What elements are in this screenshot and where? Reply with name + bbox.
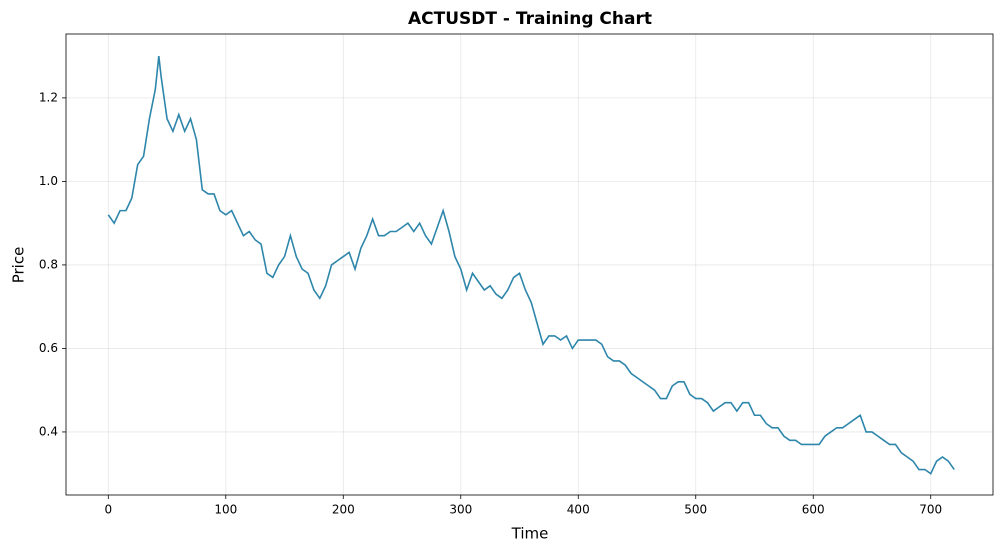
- y-tick-label: 1.0: [39, 174, 58, 188]
- x-tick-label: 200: [332, 503, 355, 517]
- x-tick-label: 300: [449, 503, 472, 517]
- x-tick-label: 700: [919, 503, 942, 517]
- x-tick-label: 400: [567, 503, 590, 517]
- chart-title: ACTUSDT - Training Chart: [408, 9, 652, 29]
- x-axis-label: Time: [511, 525, 549, 543]
- x-tick-label: 100: [214, 503, 237, 517]
- plot-frame: [65, 33, 994, 496]
- y-tick-label: 1.2: [39, 90, 58, 104]
- price-line: [107, 56, 955, 475]
- y-tick-label: 0.6: [39, 341, 58, 355]
- x-tick-label: 600: [802, 503, 825, 517]
- x-tick-label: 0: [104, 503, 112, 517]
- y-tick-label: 0.8: [39, 257, 58, 271]
- y-axis-label: Price: [10, 247, 28, 284]
- x-tick-label: 500: [684, 503, 707, 517]
- y-tick-label: 0.4: [39, 424, 58, 438]
